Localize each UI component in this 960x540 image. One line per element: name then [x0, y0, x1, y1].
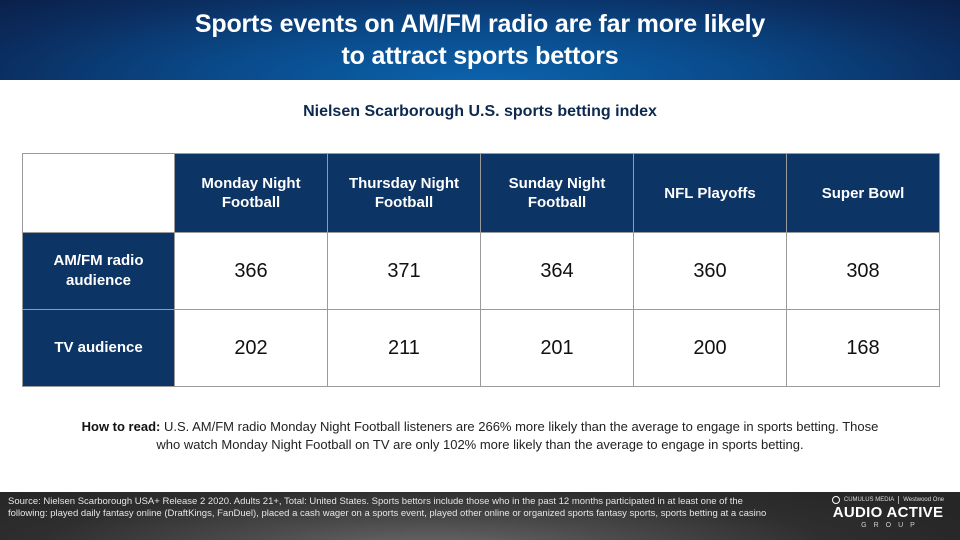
table-cell: 201 [480, 309, 634, 387]
audio-active-group-logo: CUMULUS MEDIA Westwood One AUDIO ACTIVE … [828, 496, 948, 531]
title-bar: Sports events on AM/FM radio are far mor… [0, 0, 960, 80]
partner-westwood-one: Westwood One [903, 497, 945, 503]
col-header-monday-night-football: Monday Night Football [174, 153, 328, 233]
table-cell: 371 [327, 232, 481, 310]
footer: Source: Nielsen Scarborough USA+ Release… [0, 492, 960, 540]
logo-divider [898, 496, 900, 504]
row-header-amfm-radio: AM/FM radio audience [22, 232, 175, 310]
table-cell: 364 [480, 232, 634, 310]
betting-index-table: Monday Night Football Thursday Night Foo… [22, 153, 940, 387]
title-line-2: to attract sports bettors [341, 42, 619, 70]
logo-main-text: AUDIO ACTIVE [832, 504, 944, 521]
table-cell: 202 [174, 309, 328, 387]
header-row: Monday Night Football Thursday Night Foo… [22, 153, 940, 233]
col-header-super-bowl: Super Bowl [786, 153, 940, 233]
table-row: TV audience 202 211 201 200 168 [22, 309, 940, 387]
how-to-read-note: How to read: U.S. AM/FM radio Monday Nig… [80, 418, 880, 454]
how-to-read-text: U.S. AM/FM radio Monday Night Football l… [156, 419, 879, 452]
slide-title: Sports events on AM/FM radio are far mor… [195, 8, 765, 72]
table-cell: 168 [786, 309, 940, 387]
logo-sub-text: GROUP [861, 522, 922, 529]
table-cell: 211 [327, 309, 481, 387]
table-row: AM/FM radio audience 366 371 364 360 308 [22, 232, 940, 310]
row-header-tv: TV audience [22, 309, 175, 387]
partner-logos: CUMULUS MEDIA Westwood One [828, 496, 948, 504]
partner-cumulus: CUMULUS MEDIA [843, 497, 895, 503]
col-header-sunday-night-football: Sunday Night Football [480, 153, 634, 233]
table-cell: 308 [786, 232, 940, 310]
col-header-thursday-night-football: Thursday Night Football [327, 153, 481, 233]
source-note: Source: Nielsen Scarborough USA+ Release… [8, 496, 767, 519]
cumulus-logo-icon [831, 496, 840, 504]
how-to-read-label: How to read: [81, 419, 161, 434]
col-header-nfl-playoffs: NFL Playoffs [633, 153, 787, 233]
table-cell: 200 [633, 309, 787, 387]
title-line-1: Sports events on AM/FM radio are far mor… [194, 10, 766, 38]
table-cell: 360 [633, 232, 787, 310]
table-subtitle: Nielsen Scarborough U.S. sports betting … [303, 103, 657, 120]
corner-cell [22, 153, 175, 233]
table-cell: 366 [174, 232, 328, 310]
